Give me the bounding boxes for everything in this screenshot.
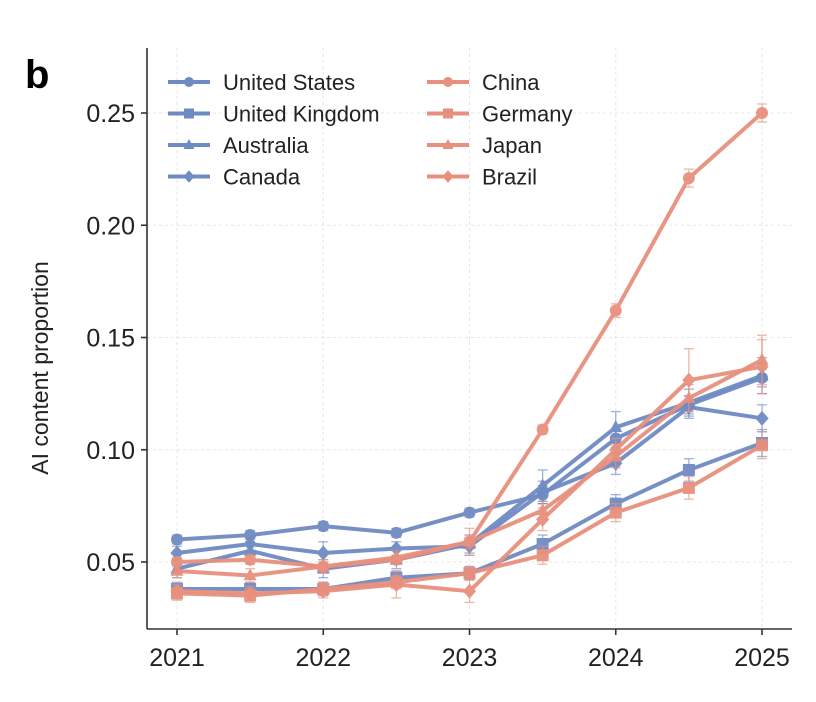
panel-label: b bbox=[25, 53, 49, 97]
series-brazil bbox=[170, 339, 769, 604]
data-point bbox=[536, 423, 549, 436]
data-point bbox=[389, 576, 403, 592]
legend-marker-diamond-icon bbox=[442, 170, 454, 183]
data-point bbox=[682, 372, 696, 388]
data-point bbox=[756, 439, 768, 452]
data-point bbox=[463, 506, 476, 519]
y-tick-label: 0.15 bbox=[86, 325, 135, 353]
data-point bbox=[389, 541, 403, 557]
legend-item: Japan bbox=[427, 133, 542, 158]
legend-item: United States bbox=[168, 70, 355, 95]
legend-label: United States bbox=[223, 70, 355, 95]
data-point bbox=[609, 442, 623, 458]
data-point bbox=[609, 304, 622, 317]
legend-marker-triangle-icon bbox=[442, 139, 454, 149]
legend-label: Brazil bbox=[482, 165, 537, 190]
data-point bbox=[536, 538, 549, 551]
legend-item: Germany bbox=[427, 102, 572, 127]
data-point bbox=[390, 526, 403, 539]
legend-marker-circle-icon bbox=[184, 77, 194, 87]
data-point bbox=[755, 410, 769, 426]
data-point bbox=[171, 556, 183, 568]
x-tick-label: 2025 bbox=[734, 644, 790, 672]
legend-marker-square-icon bbox=[184, 108, 194, 119]
y-tick-label: 0.20 bbox=[86, 212, 135, 240]
data-point bbox=[316, 583, 330, 599]
data-point bbox=[243, 536, 257, 552]
legend-item: Brazil bbox=[427, 165, 537, 190]
data-point bbox=[609, 506, 622, 519]
legend-label: United Kingdom bbox=[223, 102, 380, 127]
legend-marker-diamond-icon bbox=[183, 170, 195, 183]
data-point bbox=[244, 553, 257, 566]
legend-label: China bbox=[482, 70, 540, 95]
data-point bbox=[463, 567, 476, 580]
data-point bbox=[682, 481, 695, 494]
data-point bbox=[682, 463, 695, 476]
data-point bbox=[170, 545, 184, 561]
data-point bbox=[609, 420, 623, 433]
data-point bbox=[243, 585, 257, 601]
data-point bbox=[243, 568, 257, 581]
legend-marker-square-icon bbox=[443, 108, 453, 119]
data-point bbox=[756, 107, 768, 119]
data-point bbox=[316, 559, 330, 572]
legend-label: Canada bbox=[223, 165, 301, 190]
data-point bbox=[462, 534, 477, 547]
legend-label: Australia bbox=[223, 133, 309, 158]
data-point bbox=[536, 511, 550, 527]
data-point bbox=[170, 563, 184, 576]
x-tick-label: 2023 bbox=[442, 644, 498, 672]
y-tick-label: 0.10 bbox=[86, 437, 135, 465]
legend-label: Germany bbox=[482, 102, 572, 127]
data-point bbox=[171, 533, 183, 546]
legend-item: Canada bbox=[168, 165, 301, 190]
legend-marker-triangle-icon bbox=[183, 139, 195, 149]
data-point bbox=[316, 545, 330, 561]
legend: United States United Kingdom Australia Cana… bbox=[168, 70, 572, 190]
data-point bbox=[244, 529, 257, 542]
legend-label: Japan bbox=[482, 133, 542, 158]
x-tick-label: 2024 bbox=[588, 644, 644, 672]
y-tick-label: 0.05 bbox=[86, 549, 135, 577]
x-ticks: 2021 2022 2023 2024 2025 bbox=[149, 629, 790, 672]
y-tick-label: 0.25 bbox=[86, 100, 135, 128]
data-point bbox=[755, 359, 769, 375]
data-point bbox=[462, 583, 477, 599]
x-tick-label: 2021 bbox=[149, 644, 205, 672]
x-tick-label: 2022 bbox=[295, 644, 351, 672]
legend-item: United Kingdom bbox=[168, 102, 380, 127]
data-point bbox=[536, 549, 549, 562]
y-axis-label: AI content proportion bbox=[27, 261, 53, 475]
series-layer bbox=[170, 103, 769, 604]
data-point bbox=[536, 484, 550, 500]
data-point bbox=[389, 550, 403, 563]
legend-item: China bbox=[427, 70, 540, 95]
data-point bbox=[682, 172, 695, 185]
data-point bbox=[317, 520, 330, 533]
legend-item: Australia bbox=[168, 133, 309, 158]
legend-marker-circle-icon bbox=[443, 77, 453, 87]
y-ticks: 0.05 0.10 0.15 0.20 0.25 bbox=[86, 100, 147, 577]
data-point bbox=[170, 583, 184, 599]
